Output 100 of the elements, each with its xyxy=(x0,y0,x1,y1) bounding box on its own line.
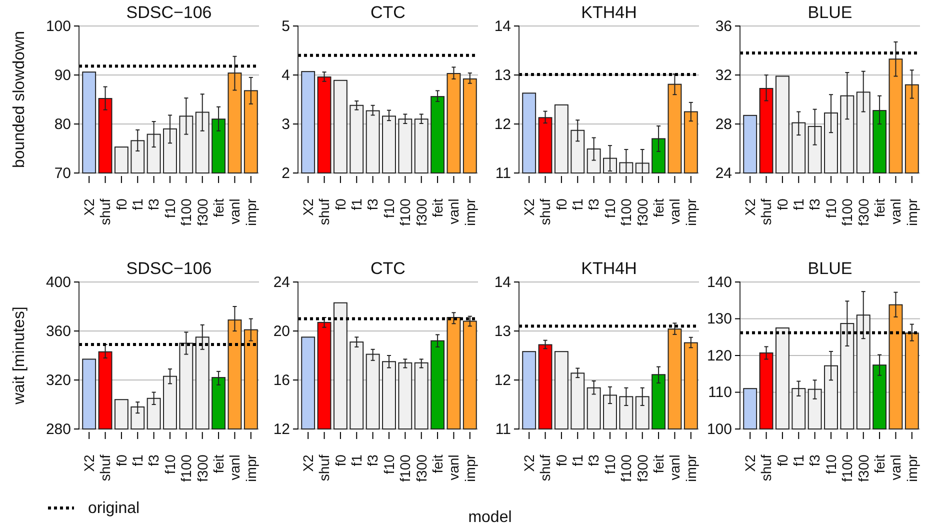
x-tick-label: f3 xyxy=(146,198,162,210)
y-tick-label: 16 xyxy=(273,372,290,389)
x-tick-label: f100 xyxy=(178,198,194,226)
x-tick-label: f100 xyxy=(397,454,414,482)
y-tick-label: 11 xyxy=(495,420,511,438)
x-tick-label: impr xyxy=(682,198,699,226)
x-tick-label: X2 xyxy=(300,454,316,472)
x-tick-label: f3 xyxy=(364,454,381,466)
x-tick-label: feit xyxy=(210,454,226,474)
x-tick-label: f300 xyxy=(413,454,430,482)
y-tick-label: 12 xyxy=(273,420,290,438)
x-tick-label: X2 xyxy=(520,198,537,216)
y-tick-label: 12 xyxy=(494,372,511,389)
x-tick-label: shuf xyxy=(97,198,114,226)
x-tick-label: shuf xyxy=(758,454,774,482)
x-tick-label: f3 xyxy=(364,198,381,210)
y-axis-title: wait [minutes] xyxy=(11,306,28,406)
x-tick-label: impr xyxy=(242,454,259,482)
y-tick-label: 320 xyxy=(46,372,71,389)
x-tick-label: f0 xyxy=(113,198,130,210)
x-tick-label: f1 xyxy=(348,454,365,466)
x-tick-label: f300 xyxy=(634,198,650,226)
x-tick-label: shuf xyxy=(537,454,554,482)
x-tick-label: X2 xyxy=(80,454,97,472)
x-tick-label: X2 xyxy=(300,198,316,216)
x-tick-label: f1 xyxy=(348,198,365,210)
x-tick-label: f300 xyxy=(194,454,210,482)
x-tick-label: f1 xyxy=(130,198,146,210)
y-tick-label: 280 xyxy=(46,420,71,438)
y-tick-label: 100 xyxy=(46,18,71,35)
x-tick-label: vanl xyxy=(446,198,462,224)
y-tick-label: 120 xyxy=(706,347,732,364)
y-tick-label: 24 xyxy=(715,164,732,182)
chart-title: BLUE xyxy=(808,259,852,278)
x-tick-label: feit xyxy=(429,454,446,474)
y-tick-label: 36 xyxy=(715,18,732,35)
x-tick-label: f10 xyxy=(380,454,397,474)
x-tick-label: X2 xyxy=(742,198,758,216)
chart-title: BLUE xyxy=(808,3,852,22)
x-tick-label: f100 xyxy=(618,454,634,482)
x-tick-label: f300 xyxy=(194,198,210,226)
x-tick-label: f0 xyxy=(553,454,570,466)
x-tick-label: X2 xyxy=(80,198,97,216)
x-tick-label: f3 xyxy=(146,454,162,466)
x-tick-label: f1 xyxy=(570,198,586,210)
y-tick-label: 5 xyxy=(282,18,290,35)
x-tick-label: impr xyxy=(904,198,920,226)
x-tick-label: shuf xyxy=(316,198,332,226)
x-tick-label: f300 xyxy=(634,454,650,482)
x-tick-label: f300 xyxy=(855,454,872,482)
y-tick-label: 140 xyxy=(706,274,732,291)
x-tick-label: f3 xyxy=(586,454,602,466)
x-tick-label: feit xyxy=(210,198,226,218)
x-tick-label: shuf xyxy=(758,198,774,226)
x-tick-label: feit xyxy=(650,198,666,218)
x-tick-label: vanl xyxy=(666,198,683,224)
x-tick-label: f100 xyxy=(178,454,194,482)
x-tick-label: f0 xyxy=(332,198,348,210)
x-tick-label: f300 xyxy=(413,198,430,226)
legend-label: original xyxy=(88,500,140,517)
y-tick-label: 70 xyxy=(54,164,71,182)
chart-title: CTC xyxy=(370,259,406,278)
x-tick-label: impr xyxy=(462,198,478,226)
chart-title: SDSC−106 xyxy=(126,3,212,22)
x-tick-label: impr xyxy=(904,454,920,482)
y-tick-label: 24 xyxy=(273,274,290,291)
x-tick-label: impr xyxy=(682,454,699,482)
x-tick-label: f1 xyxy=(130,454,146,466)
x-tick-label: shuf xyxy=(97,454,114,482)
x-tick-label: f0 xyxy=(553,198,570,210)
x-tick-label: vanl xyxy=(888,454,904,480)
x-tick-label: f10 xyxy=(162,454,178,474)
x-tick-label: f3 xyxy=(586,198,602,210)
y-tick-label: 100 xyxy=(706,420,732,438)
y-tick-label: 13 xyxy=(494,66,511,84)
x-tick-label: f100 xyxy=(839,198,856,226)
x-tick-label: feit xyxy=(429,198,446,218)
x-tick-label: feit xyxy=(650,454,666,474)
x-tick-label: f10 xyxy=(822,454,839,474)
chart-title: SDSC−106 xyxy=(126,259,212,278)
x-tick-label: f0 xyxy=(774,454,790,466)
x-tick-label: f1 xyxy=(570,454,586,466)
x-tick-label: vanl xyxy=(666,454,683,480)
x-tick-label: f1 xyxy=(790,454,807,466)
y-tick-label: 130 xyxy=(706,310,732,328)
chart-title: CTC xyxy=(370,3,406,22)
x-tick-label: vanl xyxy=(888,198,904,224)
x-tick-label: f10 xyxy=(162,198,178,218)
y-tick-label: 90 xyxy=(54,66,71,84)
y-axis-title: bounded slowdown xyxy=(11,31,28,168)
y-tick-label: 4 xyxy=(282,66,290,84)
chart-title: KTH4H xyxy=(581,259,637,278)
x-tick-label: f3 xyxy=(806,198,823,210)
y-tick-label: 80 xyxy=(54,116,71,133)
y-tick-label: 400 xyxy=(46,274,71,291)
x-tick-label: f10 xyxy=(602,198,618,218)
y-tick-label: 12 xyxy=(494,116,511,133)
x-tick-label: shuf xyxy=(316,454,332,482)
y-tick-label: 13 xyxy=(494,322,511,340)
y-tick-label: 110 xyxy=(708,384,732,402)
